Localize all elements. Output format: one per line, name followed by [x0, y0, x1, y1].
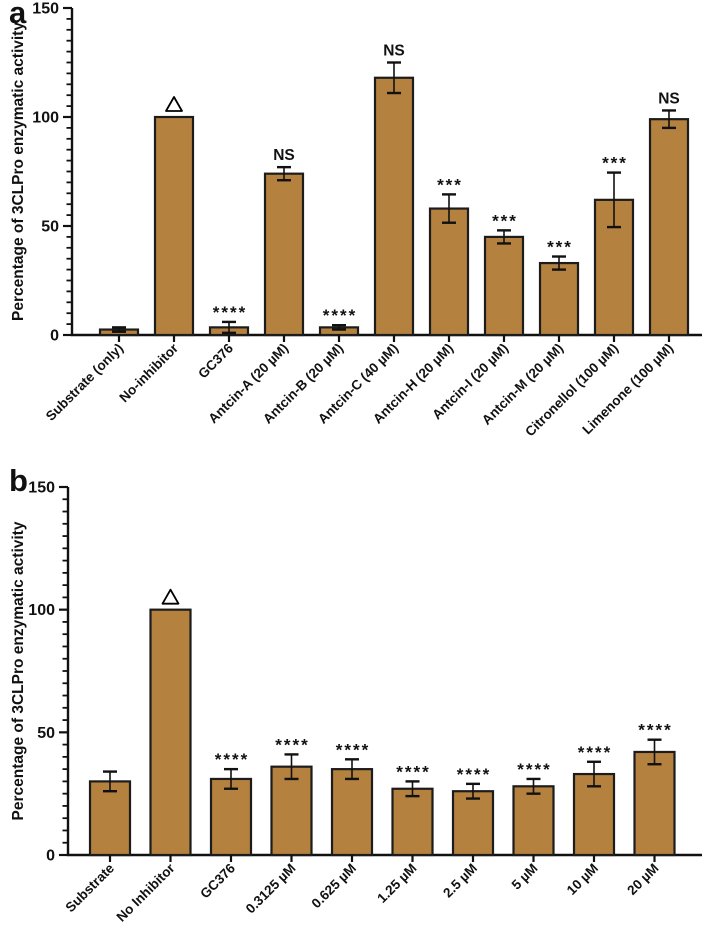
x-tick-label: 20 µM	[624, 861, 661, 898]
bar	[512, 785, 555, 857]
significance-label: NS	[658, 90, 680, 107]
bar	[633, 750, 676, 857]
x-tick-label: Substrate	[62, 860, 117, 915]
bar-chart-a: 0 50 100 150 Percentage of 3CLPro enzymatic …	[10, 1, 702, 440]
y-tick-label: 150	[28, 480, 55, 497]
significance-stars: ****	[638, 721, 672, 740]
x-tick-label: GC376	[195, 340, 236, 381]
x-tick-label: No-inhibitor	[116, 340, 181, 405]
x-tick-label: No Inhibitor	[113, 860, 178, 925]
x-tick-label: Citronellol (100 µM)	[522, 341, 621, 440]
y-axis-label: Percentage of 3CLPro enzymatic activity	[10, 22, 27, 321]
significance-stars: ****	[457, 765, 491, 784]
significance-stars: ***	[492, 211, 518, 230]
x-tick-label: 10 µM	[564, 861, 601, 898]
x-tick-label: 0.625 µM	[309, 861, 360, 912]
significance-stars: ****	[213, 303, 247, 322]
significance-label: NS	[383, 43, 405, 60]
significance-stars: ***	[602, 154, 628, 173]
significance-stars: ***	[547, 238, 573, 257]
bar	[538, 261, 580, 337]
y-tick-label: 150	[32, 1, 59, 18]
y-tick-label: 100	[28, 602, 55, 619]
y-tick-label: 50	[41, 219, 59, 236]
bar	[153, 115, 195, 337]
x-tick-label: 0.3125 µM	[243, 861, 299, 917]
panel-b: b 0 50 100 150 Percentage of 3CLPro enzymati…	[0, 468, 708, 936]
significance-stars: ****	[578, 743, 612, 762]
significance-stars: ****	[215, 750, 249, 769]
bar	[648, 118, 690, 337]
significance-stars: ****	[323, 306, 357, 325]
bar	[263, 172, 305, 337]
panel-a: a 0 50 100 150 Percentage of 3CLPro enzymati…	[9, 0, 702, 440]
bar	[149, 608, 192, 857]
bar-chart-b: 0 50 100 150 Percentage of 3CLPro enzymatic …	[10, 480, 702, 925]
significance-label: NS	[273, 147, 295, 164]
significance-stars: ****	[517, 760, 551, 779]
x-tick-label: 1.25 µM	[374, 861, 419, 906]
y-tick-label: 50	[37, 725, 55, 742]
x-tick-label: Substrate (only)	[43, 341, 126, 424]
significance-stars: ****	[275, 735, 309, 754]
panel-a-letter: a	[9, 0, 27, 30]
bar	[451, 790, 495, 857]
bar	[391, 787, 434, 857]
bar	[483, 235, 525, 337]
delta-marker	[165, 96, 183, 112]
x-tick-label: Limenone (100 µM)	[579, 341, 676, 438]
significance-stars: ***	[437, 175, 463, 194]
bar	[428, 207, 470, 337]
bar	[88, 780, 132, 857]
x-tick-label: GC376	[197, 860, 238, 901]
y-tick-label: 0	[46, 848, 55, 865]
bar	[373, 76, 415, 337]
significance-stars: ****	[396, 762, 430, 781]
bar	[209, 777, 253, 857]
y-tick-label: 0	[50, 328, 59, 345]
bar	[330, 768, 374, 857]
y-tick-label: 100	[32, 110, 59, 127]
x-tick-label: 5 µM	[509, 861, 541, 893]
significance-stars: ****	[336, 740, 370, 759]
y-axis-label: Percentage of 3CLPro enzymatic activity	[10, 521, 27, 820]
x-tick-label: 2.5 µM	[440, 861, 480, 901]
delta-marker	[161, 588, 180, 605]
panel-b-letter: b	[9, 468, 28, 498]
